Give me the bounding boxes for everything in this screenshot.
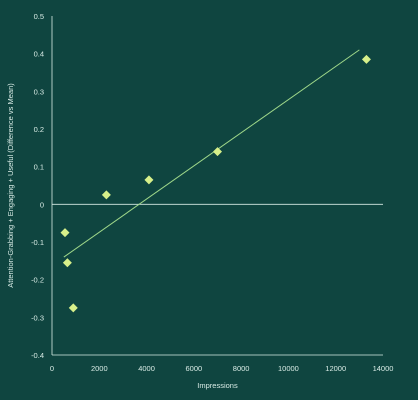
y-tick-label: 0: [40, 200, 44, 209]
x-tick-label: 6000: [186, 364, 203, 373]
x-tick-label: 2000: [91, 364, 108, 373]
x-axis-title: Impressions: [197, 381, 238, 390]
data-point: [60, 228, 70, 238]
data-points: [60, 54, 371, 313]
data-point: [213, 147, 222, 157]
data-point: [101, 190, 111, 200]
y-axis-title: Attention-Grabbing + Engaging + Useful (…: [6, 83, 15, 288]
y-tick-label: -0.3: [31, 313, 44, 322]
y-tick-label: 0.4: [34, 50, 44, 59]
y-tick-label: 0.3: [34, 87, 44, 96]
data-point: [62, 258, 72, 268]
axes: [51, 16, 383, 356]
y-tick-label: 0.2: [34, 125, 44, 134]
x-tick-label: 10000: [278, 364, 299, 373]
y-tick-label: 0.5: [34, 12, 44, 21]
y-tick-label: -0.2: [31, 276, 44, 285]
x-tick-label: 14000: [373, 364, 394, 373]
data-point: [68, 303, 78, 313]
x-tick-label: 0: [50, 364, 54, 373]
data-point: [361, 54, 371, 64]
x-tick-label: 12000: [325, 364, 346, 373]
y-tick-label: -0.4: [31, 351, 44, 360]
y-tick-label: 0.1: [34, 163, 44, 172]
y-tick-label: -0.1: [31, 238, 44, 247]
data-point: [144, 175, 154, 185]
trendline: [63, 49, 360, 258]
x-tick-label: 8000: [233, 364, 250, 373]
tick-labels: 0 2000 4000 6000 8000 10000 12000 14000 0.5 0.4 0.…: [31, 12, 393, 373]
x-tick-label: 4000: [138, 364, 155, 373]
